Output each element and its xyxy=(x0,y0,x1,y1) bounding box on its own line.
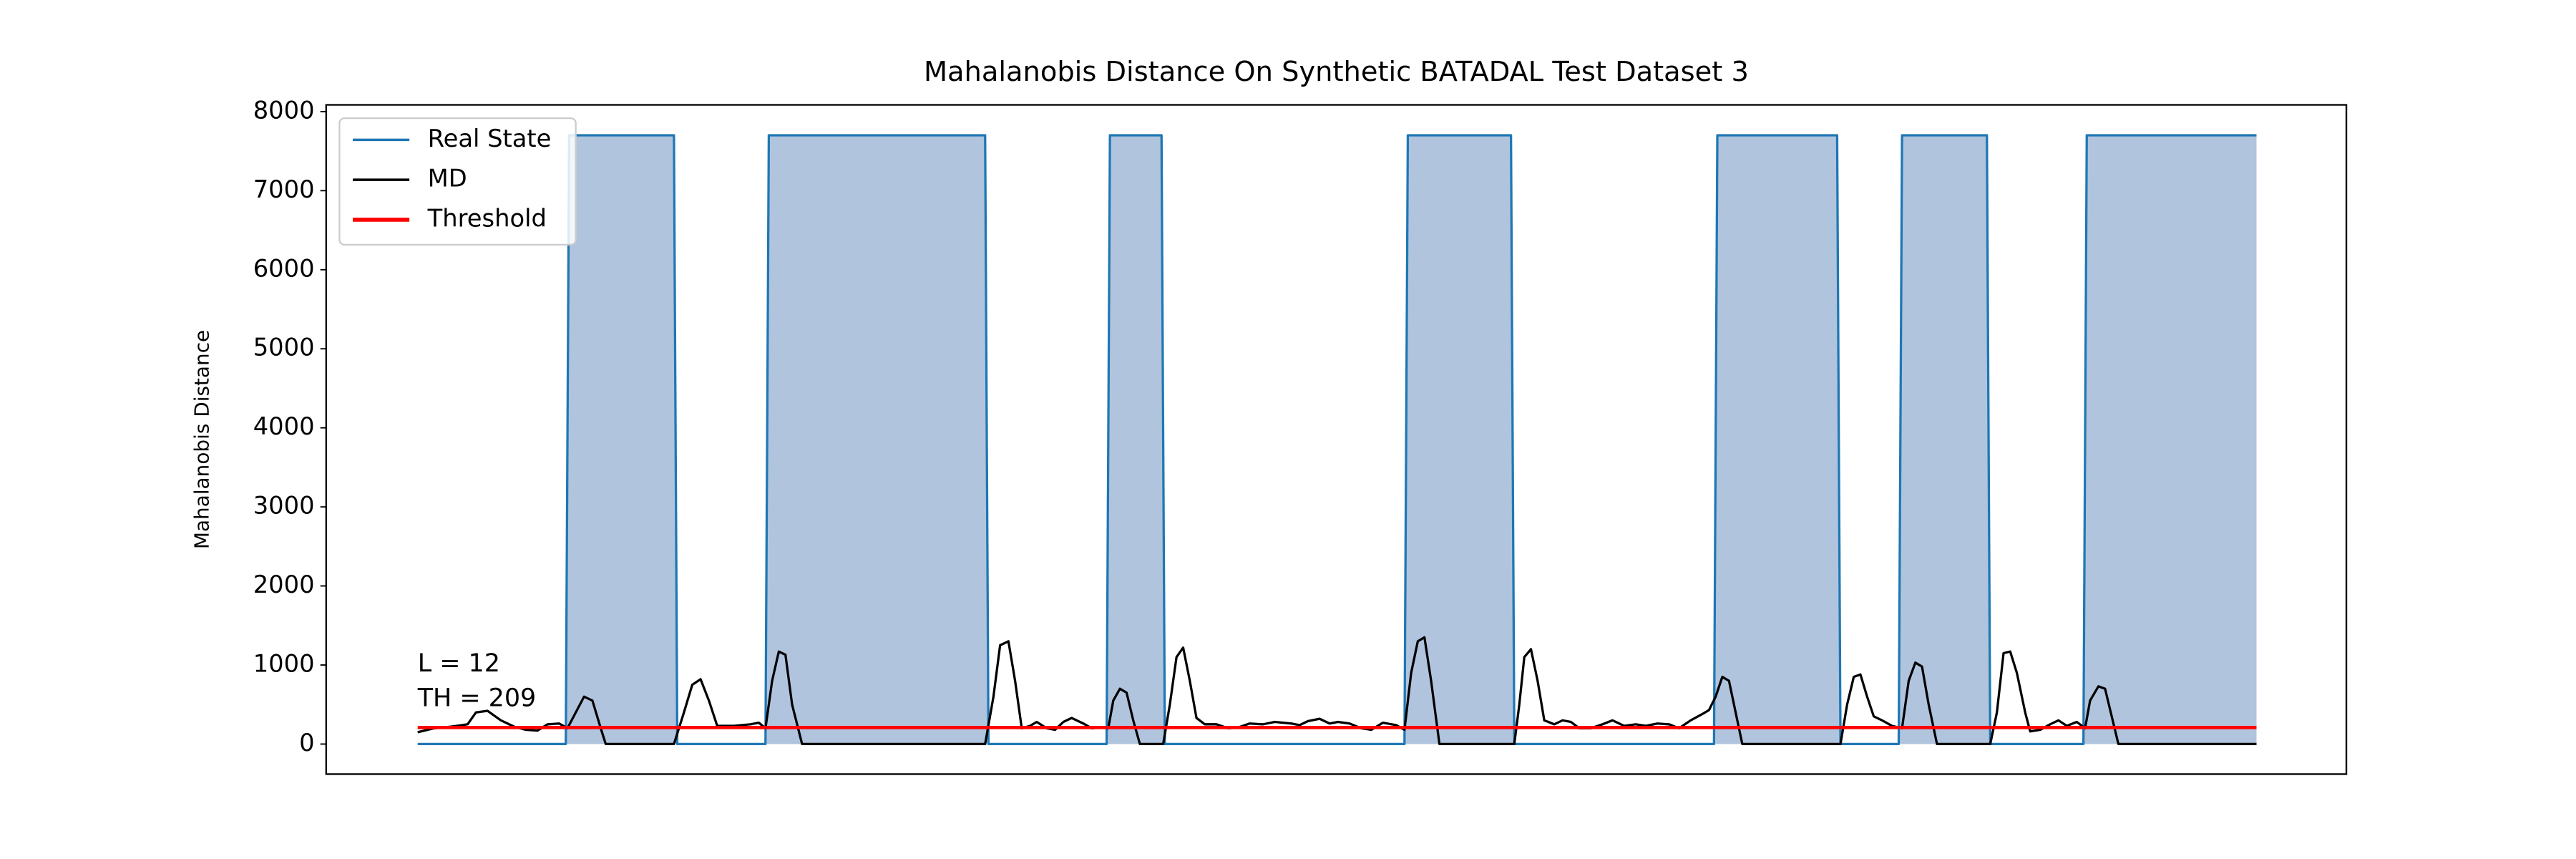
y-tick-label: 7000 xyxy=(253,175,315,203)
y-tick-label: 0 xyxy=(299,729,314,757)
legend-label: Real State xyxy=(428,125,552,152)
axes-frame xyxy=(325,104,2348,775)
y-tick-label: 2000 xyxy=(253,571,315,598)
y-tick-label: 5000 xyxy=(253,334,315,361)
y-tick-label: 8000 xyxy=(253,96,315,124)
y-axis-label: Mahalanobis Distance xyxy=(190,330,214,549)
legend-label: MD xyxy=(428,165,467,193)
chart-title: Mahalanobis Distance On Synthetic BATADA… xyxy=(924,56,1749,88)
legend-label: Threshold xyxy=(427,204,547,232)
y-tick-label: 3000 xyxy=(253,492,315,520)
legend-box xyxy=(338,117,577,246)
area xyxy=(417,135,2257,744)
y-tick-label: 6000 xyxy=(253,254,315,282)
y-tick-label: 4000 xyxy=(253,412,315,440)
line xyxy=(417,134,2257,746)
annotation: L = 12 xyxy=(418,649,500,678)
y-tick-label: 1000 xyxy=(253,649,315,677)
annotation: TH = 209 xyxy=(417,684,537,713)
